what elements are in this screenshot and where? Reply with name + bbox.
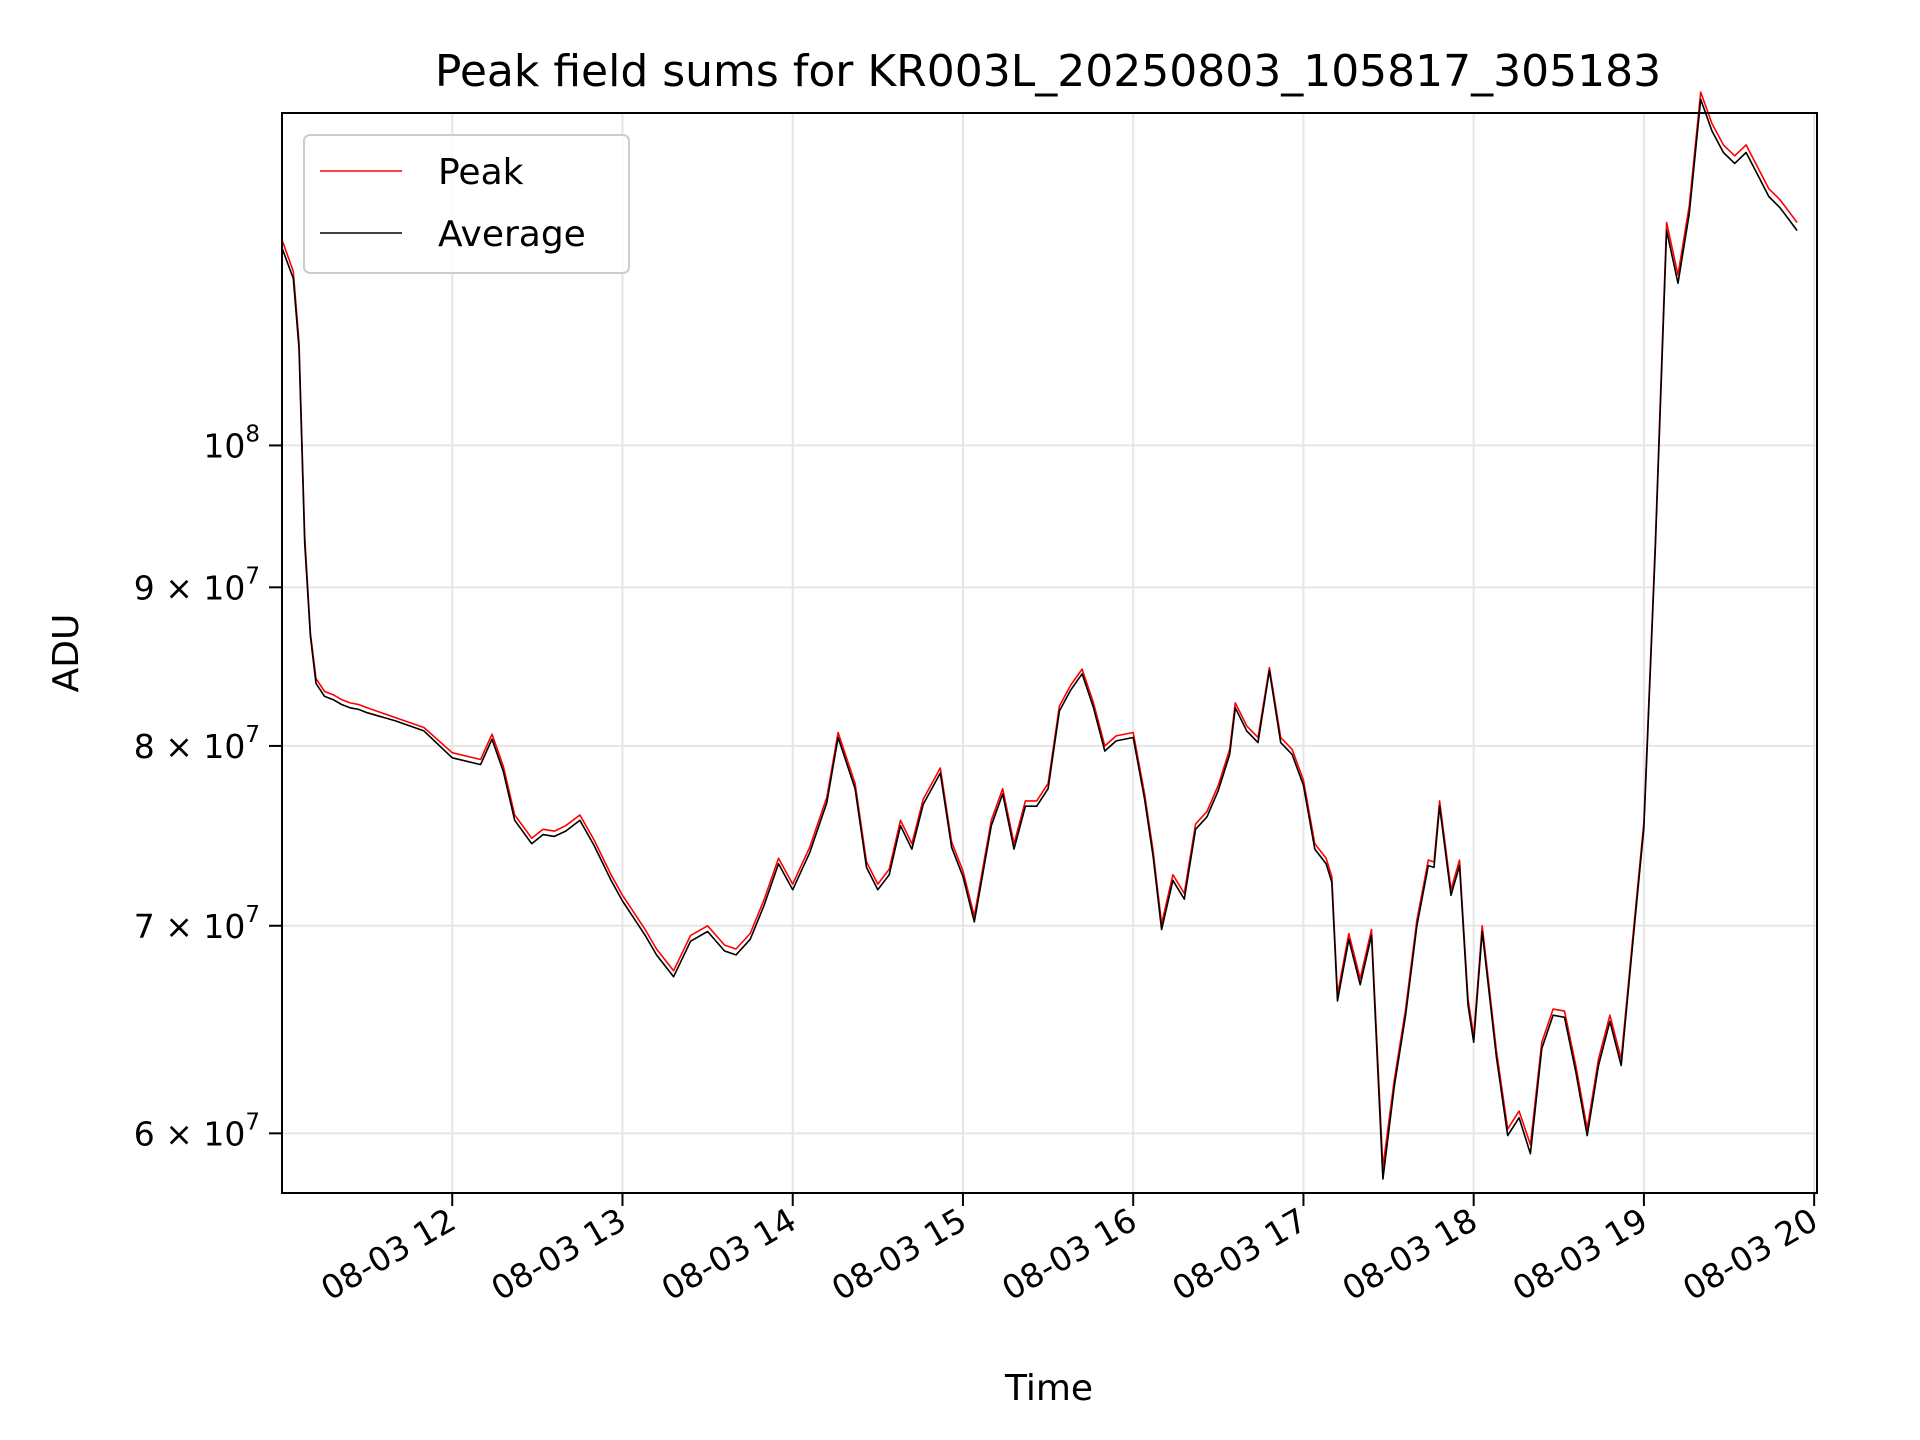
y-tick-exponent: 8	[245, 421, 260, 447]
y-tick-exponent: 7	[245, 902, 260, 928]
y-tick-mantissa: 7	[134, 907, 155, 946]
x-tick-label: 08-03 13	[484, 1200, 632, 1308]
chart-title: Peak field sums for KR003L_20250803_1058…	[435, 46, 1661, 97]
y-tick-times: ×	[155, 1114, 204, 1153]
axes-frame	[281, 112, 1818, 1194]
x-tick-label: 08-03 15	[825, 1200, 973, 1308]
x-tick-label: 08-03 20	[1676, 1200, 1824, 1308]
x-tick-label: 08-03 14	[655, 1200, 803, 1308]
y-tick-base: 10	[203, 568, 245, 607]
y-tick-label: 6 × 107	[134, 1109, 260, 1153]
legend-label-peak: Peak	[438, 152, 524, 193]
series-line-peak	[281, 91, 1798, 1169]
x-tick-label: 08-03 17	[1165, 1200, 1313, 1308]
y-tick-exponent: 7	[245, 722, 260, 748]
y-tick-times: ×	[155, 727, 204, 766]
y-tick-mantissa: 6	[134, 1114, 155, 1153]
y-tick-times: ×	[155, 907, 204, 946]
x-tick-label: 08-03 12	[314, 1200, 462, 1308]
x-tick-label: 08-03 18	[1336, 1200, 1484, 1308]
y-axis-label: ADU	[46, 614, 87, 693]
y-tick-label: 108	[203, 421, 260, 465]
y-tick-times: ×	[155, 568, 204, 607]
x-axis: 08-03 12 08-03 13 08-03 14 08-03 15 08-03 16…	[314, 1193, 1824, 1308]
y-tick-base: 10	[203, 907, 245, 946]
x-tick-label: 08-03 16	[995, 1200, 1143, 1308]
x-axis-label: Time	[1004, 1368, 1093, 1409]
plot-area	[281, 91, 1798, 1180]
y-tick-label: 8 × 107	[134, 722, 260, 766]
y-tick-base: 10	[203, 426, 245, 465]
y-tick-base: 10	[203, 727, 245, 766]
y-tick-label: 9 × 107	[134, 563, 260, 607]
series-line-average	[281, 98, 1798, 1180]
y-tick-label: 7 × 107	[134, 902, 260, 946]
legend-label-average: Average	[438, 214, 586, 255]
y-tick-mantissa: 8	[134, 727, 155, 766]
y-tick-exponent: 7	[245, 1109, 260, 1135]
y-tick-base: 10	[203, 1114, 245, 1153]
legend-box	[303, 134, 630, 274]
grid	[282, 113, 1817, 1193]
x-tick-label: 08-03 19	[1506, 1200, 1654, 1308]
y-tick-mantissa: 9	[134, 568, 155, 607]
legend: Peak Average	[303, 134, 630, 274]
y-tick-exponent: 7	[245, 563, 260, 589]
